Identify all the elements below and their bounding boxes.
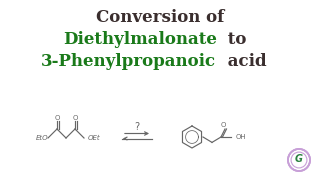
Circle shape: [291, 152, 307, 168]
Text: Conversion of: Conversion of: [96, 8, 224, 26]
Text: 3-Phenylpropanoic: 3-Phenylpropanoic: [40, 53, 216, 69]
Text: O: O: [221, 122, 226, 128]
Text: G: G: [295, 154, 303, 165]
Text: O: O: [73, 115, 78, 121]
Text: Diethylmalonate: Diethylmalonate: [63, 30, 217, 48]
Text: ?: ?: [134, 122, 140, 132]
Text: EtO: EtO: [36, 135, 48, 141]
Text: to: to: [222, 30, 246, 48]
Text: OEt: OEt: [88, 135, 100, 141]
Text: acid: acid: [222, 53, 267, 69]
Text: OH: OH: [236, 134, 247, 140]
Text: O: O: [55, 115, 60, 121]
